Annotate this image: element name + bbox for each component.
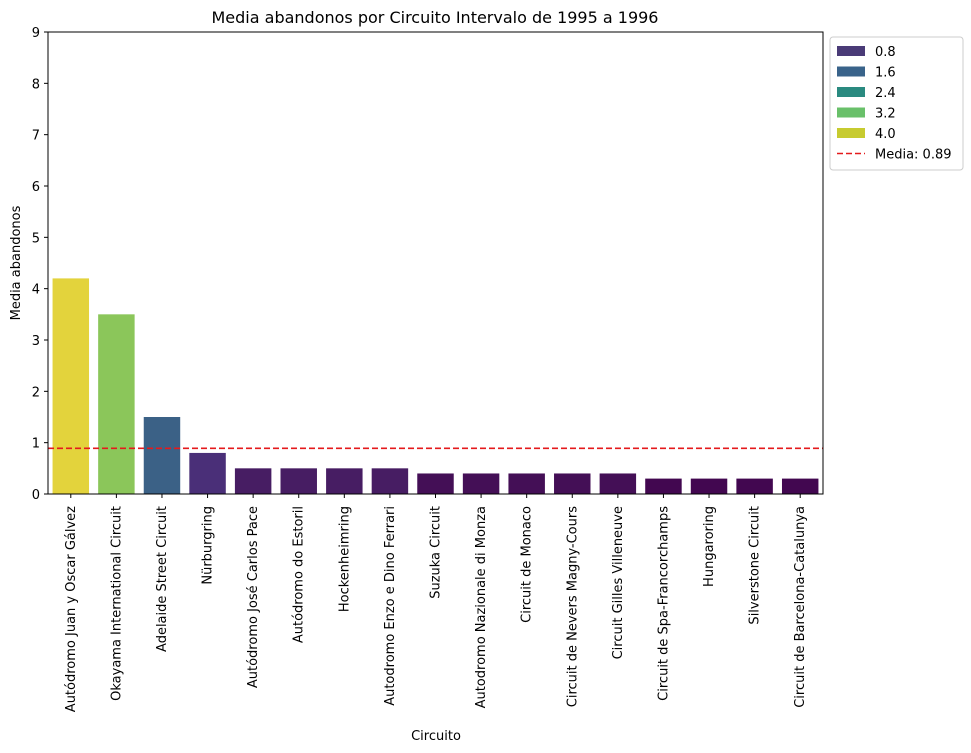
x-tick-label: Suzuka Circuit [429,506,444,599]
legend-swatch [837,46,865,56]
x-tick-label: Hockenheimring [337,506,352,612]
bar-10 [462,473,500,494]
y-tick-label: 8 [32,77,40,92]
bar-2 [98,314,135,494]
x-tick-label: Silverstone Circuit [748,506,763,625]
y-tick-label: 6 [32,180,40,195]
legend-label: 3.2 [875,107,896,122]
bar-6 [280,468,317,494]
y-tick-label: 0 [32,488,40,503]
legend-label: 0.8 [875,45,896,60]
bar-14 [645,478,682,494]
y-tick-label: 9 [32,26,40,41]
bar-15 [690,478,728,494]
bar-5 [234,468,272,494]
bar-4 [189,452,226,494]
bar-1 [52,278,90,494]
x-tick-label: Autodromo Enzo e Dino Ferrari [383,506,398,706]
legend-swatch [837,87,865,97]
legend-swatch [837,107,865,118]
legend-label: 4.0 [875,127,896,142]
x-tick-label: Circuit de Barcelona-Catalunya [793,506,808,708]
y-tick-label: 2 [32,385,40,400]
y-axis-label: Media abandonos [9,205,24,320]
y-tick-label: 7 [32,129,40,144]
x-tick-label: Autódromo José Carlos Pace [246,506,261,688]
x-tick-label: Okayama International Circuit [109,506,124,701]
chart-title: Media abandonos por Circuito Intervalo d… [212,8,659,27]
legend-label: 2.4 [875,86,896,101]
x-tick-label: Circuit Gilles Villeneuve [611,506,626,659]
y-tick-label: 3 [32,334,40,349]
bar-12 [554,473,591,494]
bar-9 [417,473,454,494]
x-tick-label: Autodromo Nazionale di Monza [474,506,489,708]
bar-17 [781,478,819,494]
legend-label: 1.6 [875,66,896,81]
x-tick-label: Autódromo Juan y Oscar Gálvez [64,506,79,712]
x-tick-label: Nürburgring [201,506,216,585]
bar-7 [326,468,363,494]
x-tick-label: Circuit de Monaco [520,506,535,623]
legend-swatch [837,66,865,77]
y-axis: 0 1 2 3 4 5 6 7 8 9 [32,26,48,503]
bar-8 [371,468,409,494]
legend: 0.8 1.6 2.4 3.2 4.0 Media: 0.89 [829,36,964,171]
bar-11 [508,473,545,494]
bar-13 [599,473,637,494]
x-axis-label: Circuito [411,729,461,744]
x-tick-label: Autódromo do Estoril [292,506,307,643]
bar-3 [143,417,181,494]
y-tick-label: 5 [32,231,40,246]
x-tick-label: Adelaide Street Circuit [155,506,170,652]
x-tick-label: Hungaroring [702,506,717,587]
legend-mean-label: Media: 0.89 [875,148,952,163]
x-tick-label: Circuit de Nevers Magny-Cours [565,506,580,707]
plot-area [47,31,824,495]
legend-swatch [837,128,865,138]
y-tick-label: 4 [32,283,40,298]
y-tick-label: 1 [32,437,40,452]
x-axis: Autódromo Juan y Oscar Gálvez Okayama Int… [64,494,808,712]
bar-16 [736,478,773,494]
x-tick-label: Circuit de Spa-Francorchamps [656,506,671,701]
